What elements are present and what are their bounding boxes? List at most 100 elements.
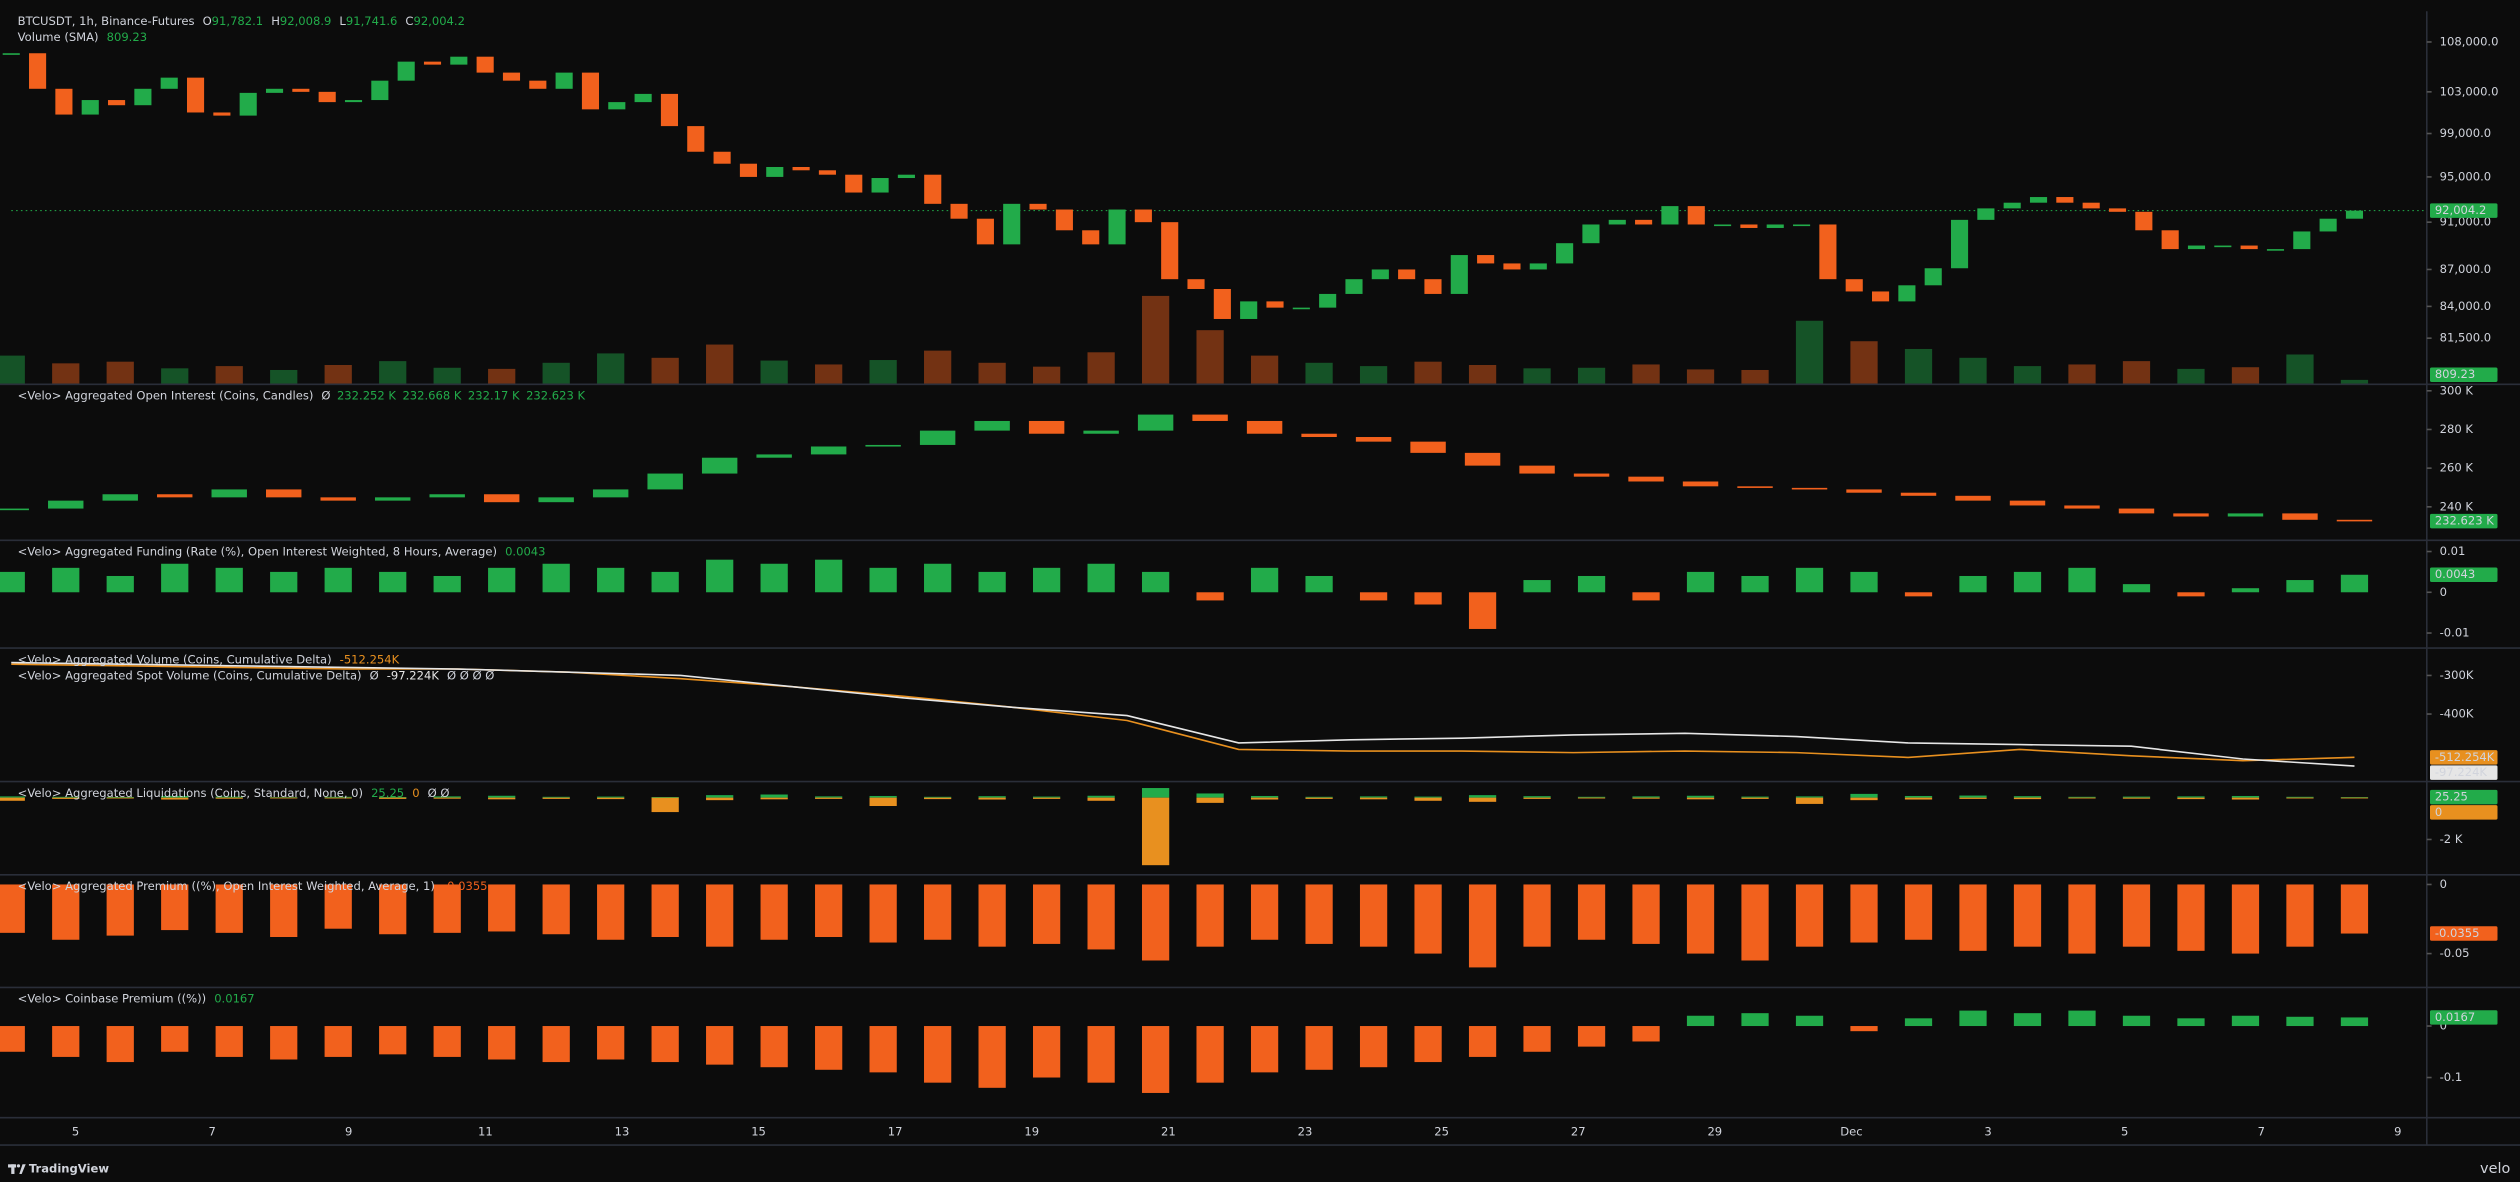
legend-title: <Velo> Coinbase Premium ((%)) [18,991,206,1005]
y-tick-label: -2 K [2440,832,2463,846]
candle [483,494,520,503]
candle [2003,202,2021,209]
x-tick-label: Dec [1840,1125,1862,1139]
bar [2013,1013,2042,1027]
candle [555,72,573,89]
bar [379,1026,407,1055]
candle [476,56,494,73]
bar [433,796,461,798]
price-badge-label: 232.623 K [2435,514,2494,528]
bar [324,796,352,798]
bar [1686,571,1715,593]
candle [29,53,47,89]
bar [1087,795,1115,798]
bar [215,797,243,799]
candle [538,497,574,503]
legend-title: <Velo> Aggregated Open Interest (Coins, … [18,388,314,402]
bar [924,797,952,800]
candle [0,508,29,511]
bar [2286,580,2314,593]
bar [869,567,897,593]
candle [1687,206,1705,225]
bar [760,797,788,800]
candle [186,77,205,113]
bar [706,559,734,593]
candle [2214,245,2232,248]
bar [488,567,516,593]
bar [324,884,352,929]
bar [1250,795,1279,798]
candle [1845,279,1863,292]
y-tick-label: -0.01 [2440,626,2470,640]
candle [1424,279,1442,294]
bar [542,563,570,593]
bar [1196,884,1224,947]
legend-row: <Velo> Coinbase Premium ((%)) 0.0167 [18,991,255,1005]
bar [2340,884,2369,934]
candle [1187,279,1205,289]
legend-ohlc-key: L [339,13,346,27]
bar [1468,795,1497,798]
bar [1904,1018,1933,1027]
volume-bar [1468,365,1497,385]
volume-bar [651,357,679,385]
volume-bar [1087,352,1115,385]
legend-ohlc-key: O [203,13,212,27]
bar [324,797,352,799]
candle [1846,489,1882,493]
price-badge-label: 92,004.2 [2435,203,2486,217]
y-tick-label: 81,500.0 [2440,331,2491,345]
bar [2122,884,2151,947]
candle [1924,268,1942,286]
candle [48,500,84,509]
candle [2,53,20,55]
volume-bar [978,362,1006,385]
y-tick-label: 0 [2440,585,2447,599]
bar [1141,788,1170,798]
volume-bar [2231,367,2260,385]
bar [215,884,243,933]
bar [1686,797,1715,800]
legend-title: <Velo> Aggregated Liquidations (Coins, S… [18,785,363,799]
volume-bar [1414,361,1442,385]
legend-prefix: Ø [370,668,379,682]
volume-bar [1741,369,1769,385]
bar [1741,575,1769,593]
bar [760,794,788,798]
price-badge [2430,765,2498,780]
candle [1791,487,1828,490]
y-tick-label: 300 K [2440,383,2474,397]
bar [1523,1026,1551,1052]
candle [2064,505,2100,509]
candle [134,88,152,106]
bar [1632,1026,1660,1042]
bar [1523,580,1551,593]
bar [1196,1026,1224,1083]
bar [2286,884,2314,947]
x-tick-label: 5 [72,1125,79,1139]
candle [2029,197,2048,203]
bar [106,884,134,936]
candle [1950,219,1969,269]
footer-brand: velo [2480,1161,2510,1177]
candle [1635,219,1653,225]
candle [845,174,863,193]
candle [1028,420,1065,434]
bar [760,884,788,940]
candle [374,497,411,501]
bar [215,796,243,798]
candle [756,454,792,458]
bar [0,571,25,593]
candle [1301,433,1337,438]
volume-bar [869,360,897,385]
x-tick-label: 7 [208,1125,215,1139]
volume-bar [433,367,461,385]
legend-value: -512.254K [340,652,400,666]
bar [651,797,679,798]
legend-value: 0.0043 [505,544,545,558]
volume-bar [1632,364,1660,385]
y-tick-label: -400K [2440,707,2474,721]
candle [1292,307,1310,310]
footer-logo: TradingView [29,1162,109,1176]
